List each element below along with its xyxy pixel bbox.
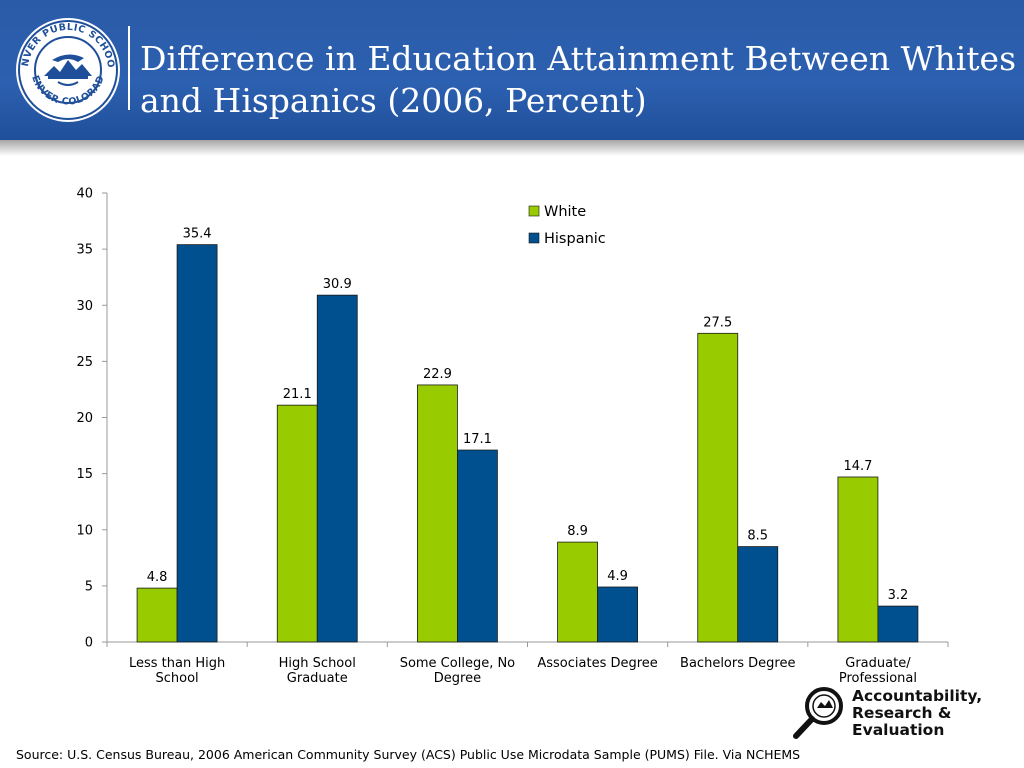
bar-white — [136, 587, 178, 643]
x-tick-label: Graduate — [287, 671, 348, 686]
x-tick-label: Degree — [434, 671, 481, 686]
logo-line-2: Research & — [852, 704, 952, 722]
accountability-logo-text: Accountability, Research & Evaluation — [852, 688, 982, 739]
y-tick-label: 10 — [76, 523, 93, 538]
y-tick-label: 20 — [76, 411, 93, 426]
x-tick-label: Graduate/ — [845, 656, 911, 671]
data-label: 3.2 — [888, 588, 909, 603]
bar-white — [417, 384, 458, 643]
source-note: Source: U.S. Census Bureau, 2006 America… — [16, 747, 801, 762]
data-label: 21.1 — [283, 387, 312, 402]
data-label: 8.5 — [747, 529, 768, 544]
slide-title: Difference in Education Attainment Betwe… — [140, 38, 1020, 122]
y-tick-label: 5 — [85, 579, 93, 594]
x-tick-label: Associates Degree — [537, 656, 657, 671]
legend-label-white: White — [544, 204, 586, 220]
bar-hispanic — [316, 294, 358, 643]
y-tick-label: 0 — [85, 636, 93, 651]
y-tick-label: 35 — [76, 243, 93, 258]
x-tick-label: Professional — [839, 671, 917, 686]
data-label: 27.5 — [703, 315, 732, 330]
slide-title-line2: and Hispanics (2006, Percent) — [140, 81, 647, 120]
logo-line-3: Evaluation — [852, 721, 945, 739]
y-tick-label: 25 — [76, 355, 93, 370]
data-label: 30.9 — [323, 277, 352, 292]
legend-swatch-hispanic — [528, 232, 540, 244]
header-banner — [0, 0, 1024, 140]
header-divider — [128, 26, 130, 110]
magnifying-glass-icon — [793, 687, 843, 739]
x-tick-label: Some College, No — [400, 656, 515, 671]
data-label: 4.8 — [147, 570, 168, 585]
logo-line-1: Accountability, — [852, 687, 983, 705]
bar-hispanic — [597, 586, 638, 643]
legend-swatch-white — [528, 205, 540, 217]
legend-label-hispanic: Hispanic — [544, 231, 606, 247]
slide-title-line1: Difference in Education Attainment Betwe… — [140, 39, 1017, 78]
y-tick-label: 40 — [76, 187, 93, 202]
x-tick-label: High School — [279, 656, 356, 671]
y-tick-label: 30 — [76, 299, 93, 314]
y-tick-label: 15 — [76, 467, 93, 482]
bar-white — [276, 404, 318, 643]
data-label: 17.1 — [463, 432, 492, 447]
data-label: 22.9 — [423, 367, 452, 382]
bar-white — [697, 332, 739, 643]
data-label: 35.4 — [183, 227, 212, 242]
header-shadow — [0, 140, 1024, 156]
bar-white — [837, 476, 879, 643]
bar-hispanic — [457, 449, 498, 643]
bar-hispanic — [176, 244, 218, 643]
data-label: 14.7 — [843, 459, 872, 474]
bar-hispanic — [737, 546, 779, 643]
bar-white — [557, 541, 598, 643]
denver-public-schools-logo: DENVER PUBLIC SCHOOLS DENVER COLORADO — [14, 16, 120, 122]
x-tick-label: Bachelors Degree — [680, 656, 795, 671]
x-tick-label: School — [155, 671, 198, 686]
x-tick-label: Less than High — [129, 656, 225, 671]
bar-hispanic — [877, 605, 919, 643]
data-label: 8.9 — [567, 524, 588, 539]
data-label: 4.9 — [607, 569, 628, 584]
